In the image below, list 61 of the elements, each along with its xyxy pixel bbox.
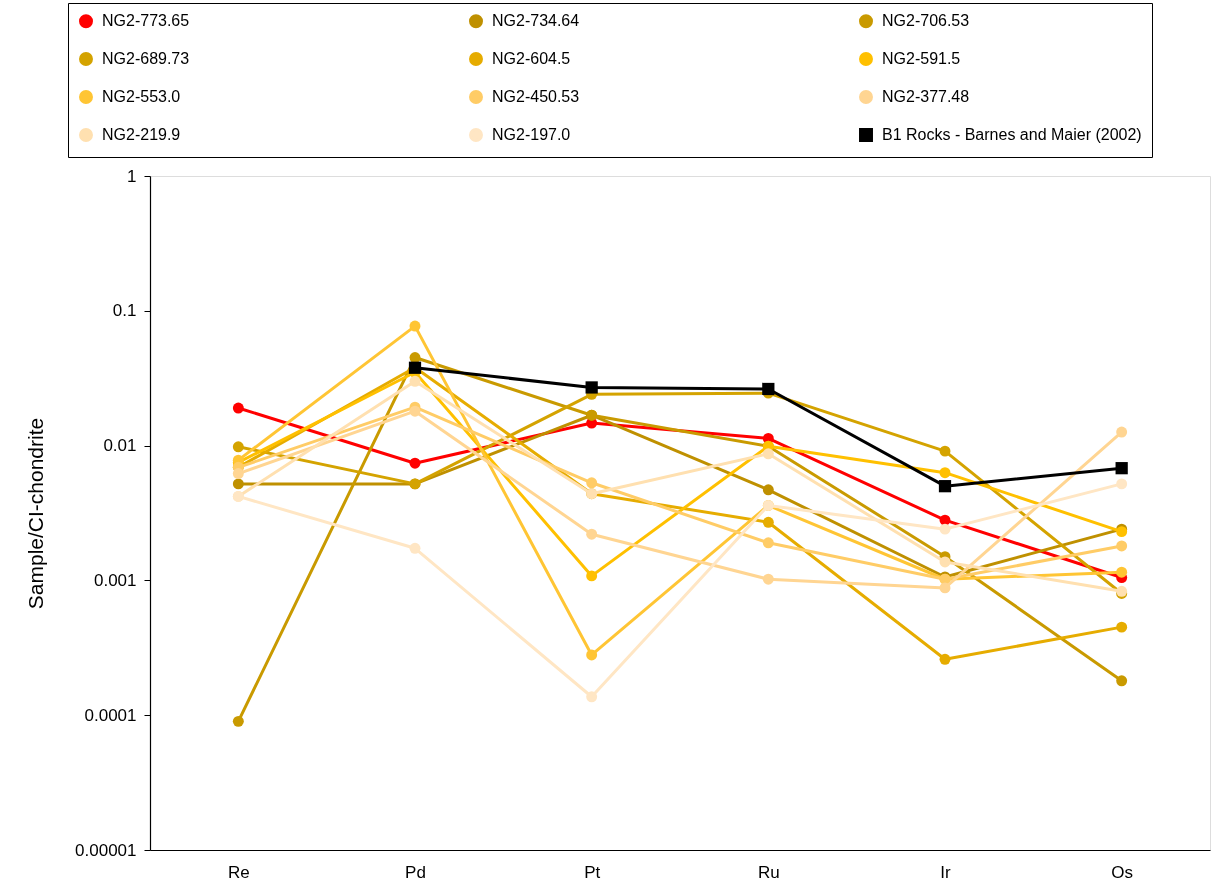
legend-label: NG2-773.65 xyxy=(102,12,190,30)
point xyxy=(938,480,952,493)
point xyxy=(939,445,951,457)
legend-label: NG2-591.5 xyxy=(882,50,961,67)
point xyxy=(939,556,951,568)
legend-label: NG2-219.9 xyxy=(102,126,181,143)
legend-label: NG2-197.0 xyxy=(492,126,571,143)
x-tick-label: Re xyxy=(227,862,250,882)
point xyxy=(409,375,421,387)
legend-label: NG2-689.73 xyxy=(102,50,190,67)
point xyxy=(762,537,774,549)
point xyxy=(939,582,951,594)
y-axis-title: Sample/CI-chondrite xyxy=(24,417,48,610)
point xyxy=(762,516,774,528)
point xyxy=(586,528,598,540)
point xyxy=(586,570,598,582)
y-tick-label: 0.00001 xyxy=(75,840,137,860)
x-tick-label: Ir xyxy=(940,862,952,882)
point xyxy=(762,382,775,396)
y-tick-label: 0.001 xyxy=(93,570,137,590)
y-tick-label: 0.0001 xyxy=(84,705,137,725)
point xyxy=(939,467,951,479)
point xyxy=(939,653,951,665)
legend-label: NG2-734.64 xyxy=(492,12,580,30)
legend-label: NG2-553.0 xyxy=(102,88,181,105)
point xyxy=(232,715,244,727)
point xyxy=(1116,675,1128,687)
point xyxy=(232,441,244,453)
point xyxy=(1115,462,1128,475)
point xyxy=(232,402,244,414)
legend-label: NG2-706.53 xyxy=(882,12,970,30)
point xyxy=(939,523,951,535)
y-tick-label: 1 xyxy=(127,166,137,186)
point xyxy=(1116,540,1128,552)
point xyxy=(762,573,774,585)
point xyxy=(1116,621,1128,633)
y-tick-label: 0.01 xyxy=(103,436,137,456)
point xyxy=(409,542,421,554)
point xyxy=(585,381,598,394)
legend-label: NG2-604.5 xyxy=(492,50,571,67)
point xyxy=(232,468,244,480)
x-tick-label: Pt xyxy=(584,862,601,882)
point xyxy=(762,484,774,496)
x-tick-label: Ru xyxy=(757,862,780,882)
y-tick-label: 0.1 xyxy=(112,301,137,321)
point xyxy=(1116,478,1128,490)
point xyxy=(232,478,244,490)
point xyxy=(409,405,421,417)
x-tick-label: Pd xyxy=(405,862,426,882)
point xyxy=(762,448,774,460)
point xyxy=(409,320,421,332)
legend-label: NG2-377.48 xyxy=(882,88,970,105)
legend-label: NG2-450.53 xyxy=(492,88,580,105)
legend-label: B1 Rocks - Barnes and Maier (2002) xyxy=(882,126,1142,143)
point xyxy=(409,457,421,469)
point xyxy=(586,691,598,703)
point xyxy=(1116,566,1128,578)
point xyxy=(1116,426,1128,438)
x-tick-label: Os xyxy=(1111,862,1134,882)
point xyxy=(586,477,598,489)
point xyxy=(586,649,598,661)
